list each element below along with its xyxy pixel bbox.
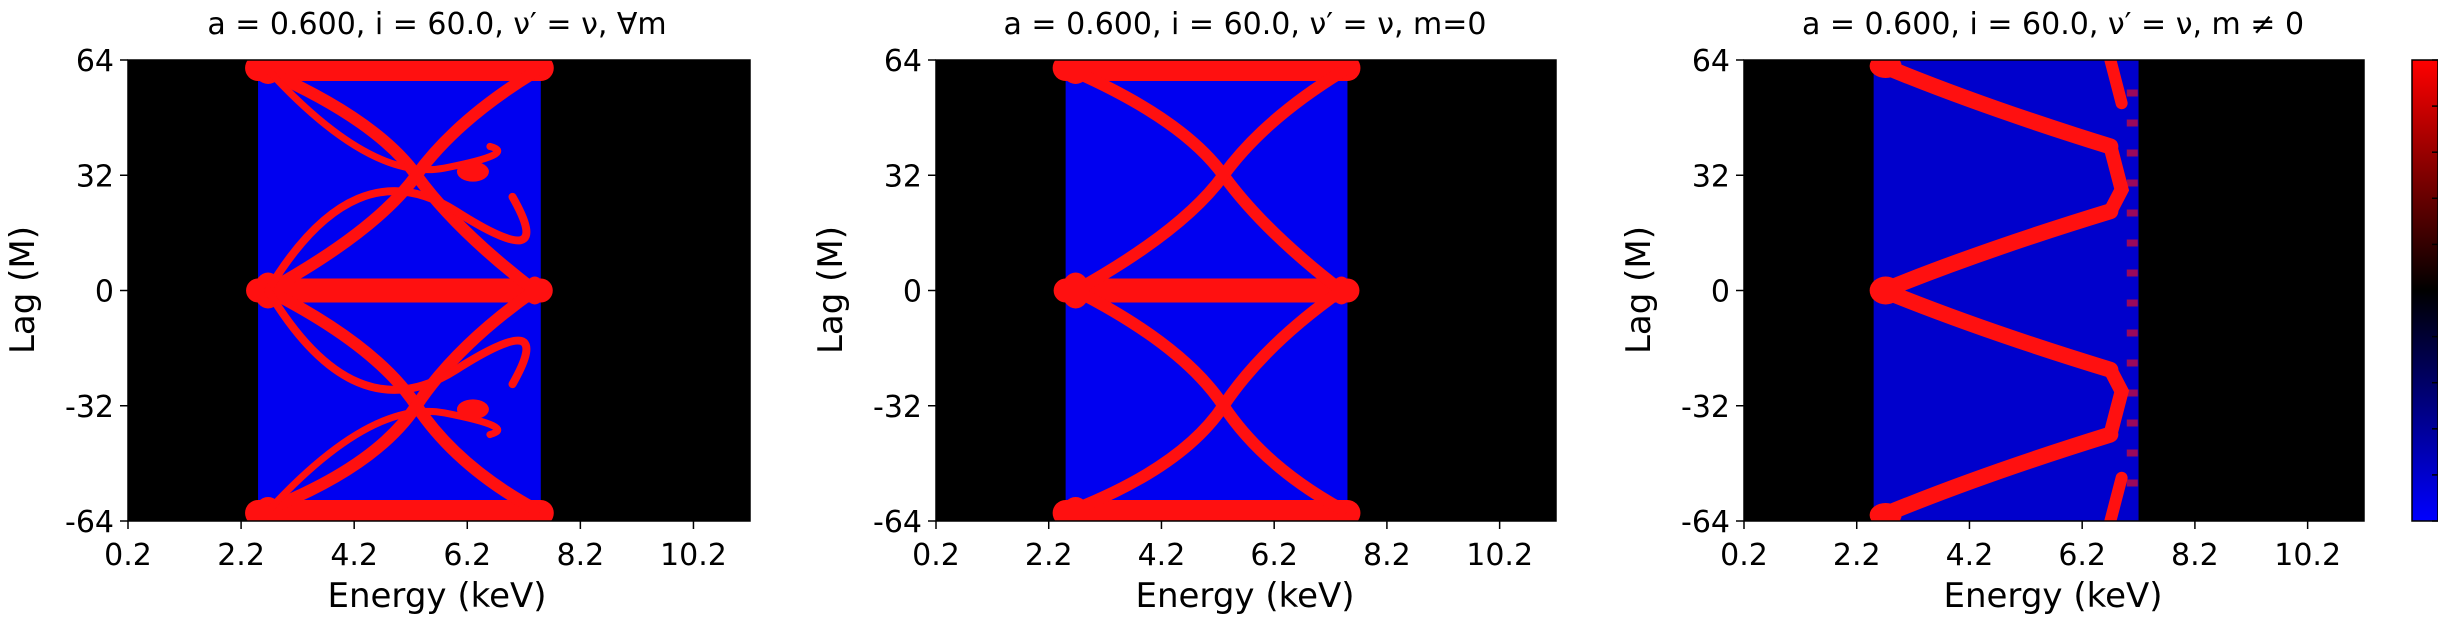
- chart-title: a = 0.600, i = 60.0, ν′ = ν, ∀m: [207, 7, 666, 42]
- heatmap-red-node: [1869, 503, 1902, 521]
- panel-all-m: a = 0.600, i = 60.0, ν′ = ν, ∀m 0.2 2.2 4.…: [3, 7, 751, 616]
- x-tick-label: 0.2: [1720, 538, 1768, 573]
- panel-m-not-0: a = 0.600, i = 60.0, ν′ = ν, m ≠ 0 0.2 2.…: [1619, 7, 2365, 616]
- x-tick-label: 4.2: [330, 538, 378, 573]
- y-tick-label: 64: [76, 44, 114, 79]
- y-tick-label: -32: [873, 390, 922, 425]
- x-tick-label: 0.2: [104, 538, 152, 573]
- y-axis-label: Lag (M): [3, 226, 43, 354]
- heatmap-plot-area: 0.2 2.2 4.2 6.2 8.2 10.2 64 32 0 -32 -64: [873, 44, 1557, 573]
- heatmap-blue-band: [1873, 60, 2139, 521]
- heatmap-red-band: [264, 286, 531, 394]
- heatmap-edge-artifact: [2126, 149, 2138, 157]
- heatmap-red-band: [1875, 426, 2119, 521]
- colorbar: [2411, 59, 2438, 522]
- x-axis-label: Energy (keV): [327, 576, 546, 616]
- y-tick-label: 32: [884, 159, 922, 194]
- heatmap-red-band: [264, 187, 531, 295]
- x-axis-label: Energy (keV): [1943, 576, 2162, 616]
- heatmap-red-features: [1869, 60, 2138, 521]
- y-tick-label: 32: [1692, 159, 1730, 194]
- y-axis-label: Lag (M): [811, 226, 851, 354]
- x-tick-label: 0.2: [912, 538, 960, 573]
- panel-m0: a = 0.600, i = 60.0, ν′ = ν, m=0 0.2 2.2 4…: [811, 7, 1557, 616]
- heatmap-red-band: [2104, 60, 2128, 110]
- heatmap-red-band: [1069, 284, 1348, 515]
- chart-title: a = 0.600, i = 60.0, ν′ = ν, m ≠ 0: [1802, 7, 2304, 42]
- heatmap-edge-artifact: [2126, 299, 2138, 307]
- y-tick-label: 64: [884, 44, 922, 79]
- heatmap-red-node: [1061, 272, 1090, 309]
- y-tick-label: -64: [65, 505, 114, 540]
- x-tick-label: 6.2: [2058, 538, 2106, 573]
- heatmap-edge-artifact: [2126, 119, 2138, 127]
- heatmap-red-node: [1869, 276, 1902, 305]
- heatmap-red-band: [1875, 282, 2119, 378]
- y-tick-label: -64: [1681, 505, 1730, 540]
- heatmap-red-features: [1052, 60, 1361, 521]
- y-axis-label: Lag (M): [1619, 226, 1659, 354]
- x-tick-label: 6.2: [1250, 538, 1298, 573]
- y-tick-label: -32: [65, 390, 114, 425]
- heatmap-edge-artifact: [2126, 269, 2138, 277]
- heatmap-red-band: [262, 284, 541, 515]
- x-tick-label: 2.2: [1833, 538, 1881, 573]
- heatmap-red-node: [1061, 60, 1090, 84]
- heatmap-edge-artifact: [2126, 179, 2138, 187]
- heatmap-red-band: [264, 407, 502, 515]
- x-tick-label: 6.2: [443, 538, 491, 573]
- x-tick-label: 2.2: [1025, 538, 1073, 573]
- y-tick-label: -64: [873, 505, 922, 540]
- y-tick-label: 0: [95, 275, 114, 310]
- x-tick-label: 10.2: [660, 538, 727, 573]
- heatmap-red-node: [456, 399, 489, 420]
- heatmap-plot-area: 0.2 2.2 4.2 6.2 8.2 10.2 64 32 0 -32 -64: [1681, 44, 2365, 573]
- chart-title: a = 0.600, i = 60.0, ν′ = ν, m=0: [1003, 7, 1486, 42]
- x-axis-label: Energy (keV): [1135, 576, 1354, 616]
- y-tick-label: -32: [1681, 390, 1730, 425]
- heatmap-red-band: [2103, 362, 2130, 442]
- y-tick-label: 0: [903, 275, 922, 310]
- heatmap-red-node: [1061, 497, 1090, 521]
- heatmap-red-band: [2104, 471, 2128, 521]
- heatmap-edge-artifact: [2126, 359, 2138, 367]
- heatmap-edge-artifact: [2126, 239, 2138, 247]
- y-tick-label: 0: [1711, 275, 1730, 310]
- heatmap-edge-artifact: [2126, 89, 2138, 97]
- heatmap-red-node: [524, 276, 545, 305]
- heatmap-plot-area: 0.2 2.2 4.2 6.2 8.2 10.2 64 32 0 -32 -64: [65, 44, 751, 573]
- heatmap-red-band: [1875, 203, 2119, 299]
- x-tick-label: 2.2: [217, 538, 265, 573]
- heatmap-red-node: [456, 161, 489, 182]
- heatmap-red-node: [1869, 60, 1902, 78]
- heatmap-edge-artifact: [2126, 329, 2138, 337]
- heatmap-red-band: [1069, 66, 1348, 297]
- x-tick-label: 8.2: [1363, 538, 1411, 573]
- heatmap-edge-artifact: [2126, 449, 2138, 457]
- x-tick-label: 4.2: [1138, 538, 1186, 573]
- heatmap-red-features: [245, 60, 554, 521]
- x-tick-label: 10.2: [2274, 538, 2341, 573]
- heatmap-red-band: [1875, 60, 2119, 155]
- heatmap-red-node: [1331, 276, 1352, 305]
- y-tick-label: 64: [1692, 44, 1730, 79]
- heatmap-red-band: [264, 66, 502, 174]
- x-tick-label: 8.2: [2171, 538, 2219, 573]
- heatmap-red-band: [262, 66, 541, 297]
- heatmap-red-band: [2103, 139, 2130, 219]
- heatmap-edge-artifact: [2126, 209, 2138, 217]
- heatmap-edge-artifact: [2126, 419, 2138, 427]
- x-tick-label: 8.2: [557, 538, 605, 573]
- x-tick-label: 4.2: [1946, 538, 1994, 573]
- y-tick-label: 32: [76, 159, 114, 194]
- heatmap-edge-artifact: [2126, 389, 2138, 397]
- heatmap-edge-artifact: [2126, 479, 2138, 487]
- x-tick-label: 10.2: [1466, 538, 1533, 573]
